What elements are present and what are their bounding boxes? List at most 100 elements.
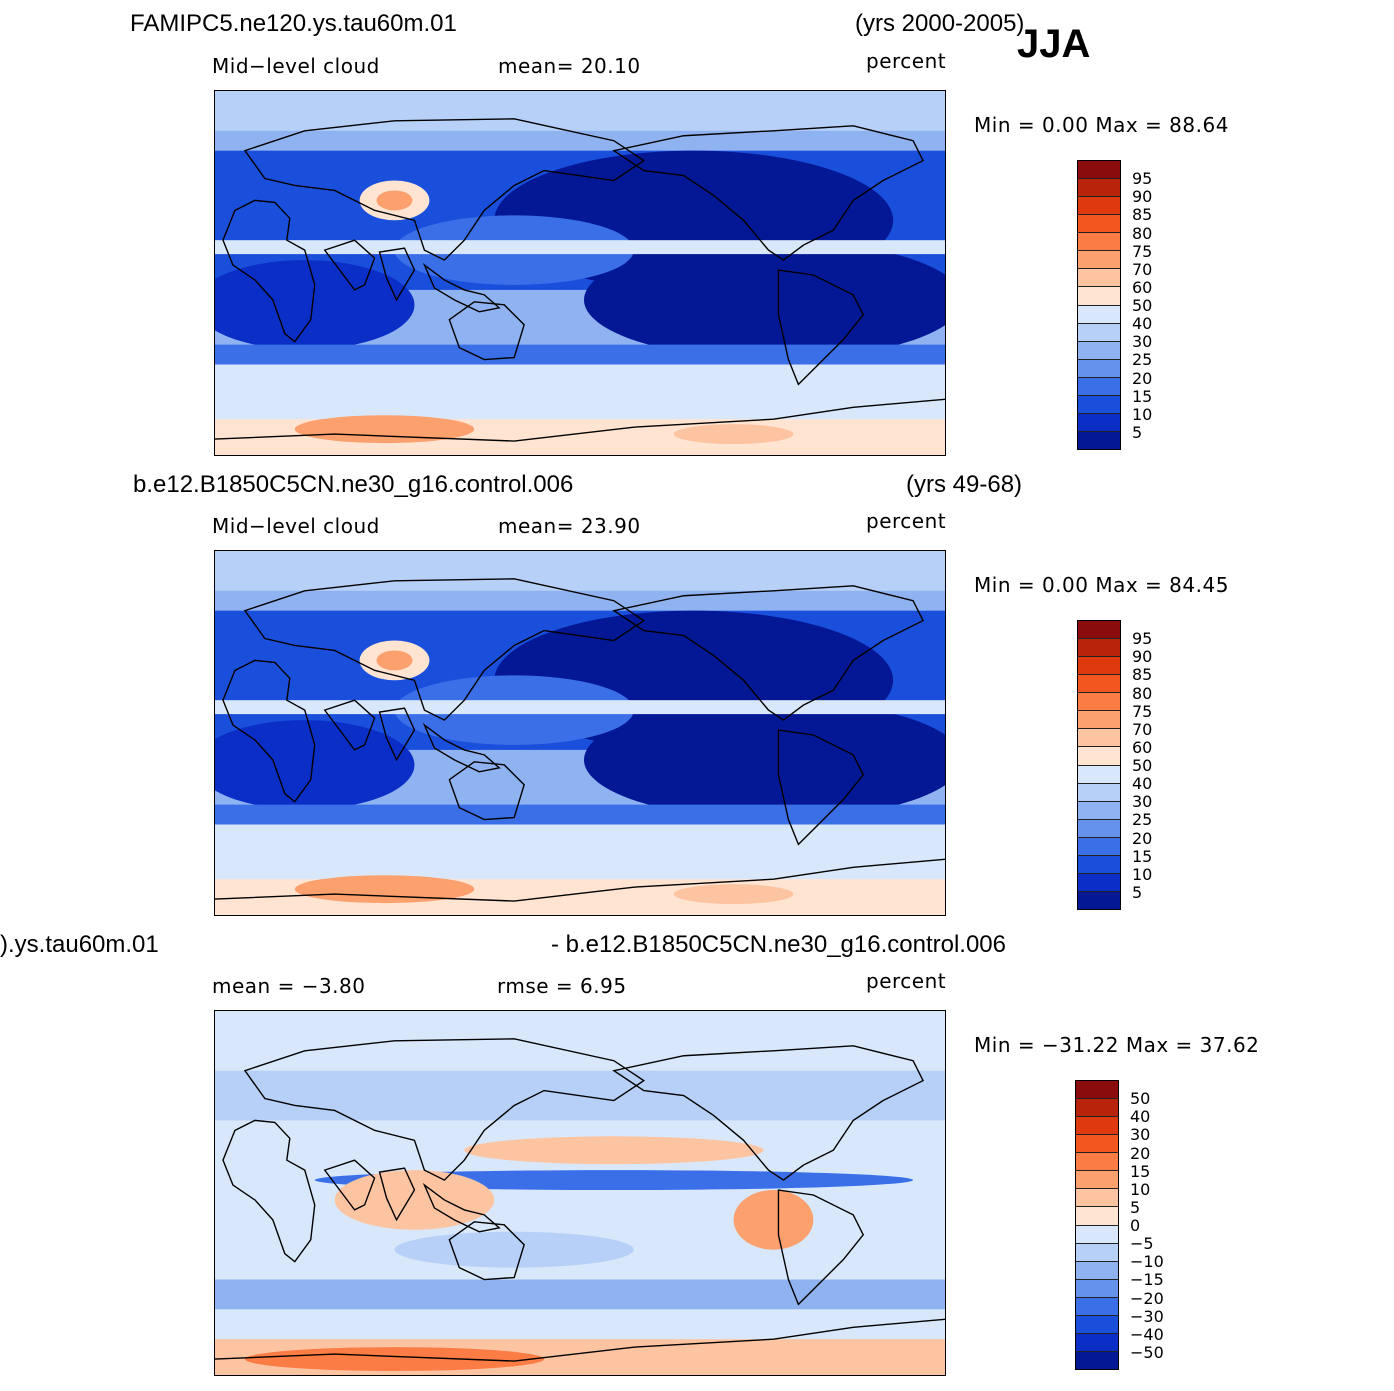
- cloud-band: [215, 700, 945, 715]
- cloud-region: [464, 1136, 764, 1165]
- colorbar-tick-label: −5: [1130, 1234, 1154, 1254]
- colorbar-tick-label: 20: [1130, 1143, 1151, 1163]
- colorbar-swatch: [1078, 377, 1120, 396]
- colorbar-swatch: [1078, 341, 1120, 360]
- cloud-region: [394, 1231, 634, 1268]
- colorbar-swatch: [1076, 1225, 1118, 1244]
- min-max-label: Min = −31.22 Max = 37.62: [974, 1033, 1260, 1057]
- colorbar-tick-label: 15: [1130, 1161, 1151, 1181]
- colorbar-tick-label: 30: [1132, 792, 1153, 812]
- colorbar-swatch: [1078, 765, 1120, 784]
- mean-label: mean= 20.10: [498, 54, 641, 78]
- colorbar-tick-label: 20: [1132, 828, 1153, 848]
- coastline: [243, 578, 646, 721]
- colorbar-tick-label: 90: [1132, 187, 1153, 207]
- colorbar: [1075, 1080, 1119, 1370]
- colorbar-swatch: [1078, 783, 1120, 802]
- coastline: [422, 722, 501, 773]
- colorbar-swatch: [1076, 1243, 1118, 1262]
- colorbar-swatch: [1078, 621, 1120, 640]
- min-max-label: Min = 0.00 Max = 84.45: [974, 573, 1229, 597]
- variable-label: Mid−level cloud: [212, 514, 380, 538]
- units-label: percent: [866, 509, 947, 533]
- cloud-band: [215, 804, 945, 825]
- colorbar-swatch: [1076, 1297, 1118, 1316]
- rmse-label: rmse = 6.95: [497, 974, 627, 998]
- units-label: percent: [866, 969, 947, 993]
- cloud-band: [215, 240, 945, 255]
- colorbar-swatch: [1078, 179, 1120, 198]
- colorbar-swatch: [1076, 1261, 1118, 1280]
- colorbar-tick-label: 40: [1132, 774, 1153, 794]
- colorbar-tick-label: 10: [1132, 404, 1153, 424]
- case-name: FAMIPC5.ne120.ys.tau60m.01: [130, 10, 457, 37]
- colorbar-swatch: [1076, 1135, 1118, 1154]
- colorbar-swatch: [1078, 747, 1120, 766]
- colorbar-swatch: [1078, 639, 1120, 658]
- cloud-band: [215, 551, 945, 591]
- colorbar-swatch: [1078, 305, 1120, 324]
- colorbar-tick-label: 85: [1132, 205, 1153, 225]
- colorbar-tick-label: 70: [1132, 259, 1153, 279]
- colorbar-tick-label: 60: [1132, 737, 1153, 757]
- cloud-region: [584, 700, 945, 820]
- cloud-region: [215, 260, 415, 350]
- colorbar-swatch: [1078, 395, 1120, 414]
- cloud-region: [376, 190, 413, 211]
- coastline: [215, 858, 945, 902]
- colorbar-swatch: [1078, 693, 1120, 712]
- colorbar-tick-label: 15: [1132, 846, 1153, 866]
- colorbar-tick-label: −20: [1130, 1288, 1164, 1308]
- colorbar-swatch: [1078, 359, 1120, 378]
- cloud-region: [334, 1170, 495, 1230]
- mean-label: mean = −3.80: [212, 974, 366, 998]
- colorbar-swatch: [1078, 711, 1120, 730]
- cloud-region: [244, 1347, 545, 1372]
- cloud-band: [215, 364, 945, 425]
- colorbar-swatch: [1076, 1171, 1118, 1190]
- colorbar-tick-label: 5: [1130, 1197, 1141, 1217]
- colorbar-tick-label: 25: [1132, 350, 1153, 370]
- coastline: [378, 1167, 416, 1222]
- cloud-region: [673, 424, 794, 445]
- coastline: [612, 1045, 924, 1181]
- colorbar-tick-label: 75: [1132, 241, 1153, 261]
- colorbar-tick-label: 15: [1132, 386, 1153, 406]
- colorbar-swatch: [1078, 675, 1120, 694]
- min-max-label: Min = 0.00 Max = 88.64: [974, 113, 1229, 137]
- coastline: [612, 585, 924, 721]
- cloud-region: [294, 875, 475, 904]
- colorbar-swatch: [1078, 837, 1120, 856]
- colorbar-swatch: [1078, 161, 1120, 180]
- colorbar-swatch: [1078, 873, 1120, 892]
- colorbar-tick-label: 50: [1130, 1089, 1151, 1109]
- colorbar-tick-label: 50: [1132, 296, 1153, 315]
- colorbar-tick-label: 80: [1132, 683, 1153, 703]
- colorbar-swatch: [1076, 1189, 1118, 1208]
- colorbar-swatch: [1078, 801, 1120, 820]
- cloud-band: [215, 824, 945, 885]
- coastline: [243, 1038, 646, 1181]
- coastline: [448, 1221, 525, 1281]
- colorbar-swatch: [1078, 215, 1120, 234]
- colorbar-tick-label: −40: [1130, 1324, 1164, 1344]
- coastline: [422, 1182, 501, 1233]
- coastline: [215, 398, 945, 442]
- colorbar-swatch: [1076, 1315, 1118, 1334]
- cloud-band: [215, 91, 945, 131]
- cloud-band: [215, 344, 945, 365]
- colorbar-tick-label: 30: [1132, 332, 1153, 352]
- colorbar-swatch: [1076, 1081, 1118, 1100]
- colorbar-swatch: [1078, 233, 1120, 252]
- coastline: [777, 269, 865, 386]
- season-label: JJA: [1017, 22, 1091, 66]
- colorbar-tick-label: −30: [1130, 1306, 1164, 1326]
- colorbar-swatch: [1078, 413, 1120, 432]
- coastline: [222, 1119, 316, 1263]
- colorbar-tick-label: 90: [1132, 647, 1153, 667]
- colorbar-tick-label: 60: [1132, 277, 1153, 297]
- colorbar-swatch: [1076, 1207, 1118, 1226]
- cloud-region: [673, 884, 794, 905]
- colorbar-tick-label: 95: [1132, 169, 1153, 189]
- variable-label: Mid−level cloud: [212, 54, 380, 78]
